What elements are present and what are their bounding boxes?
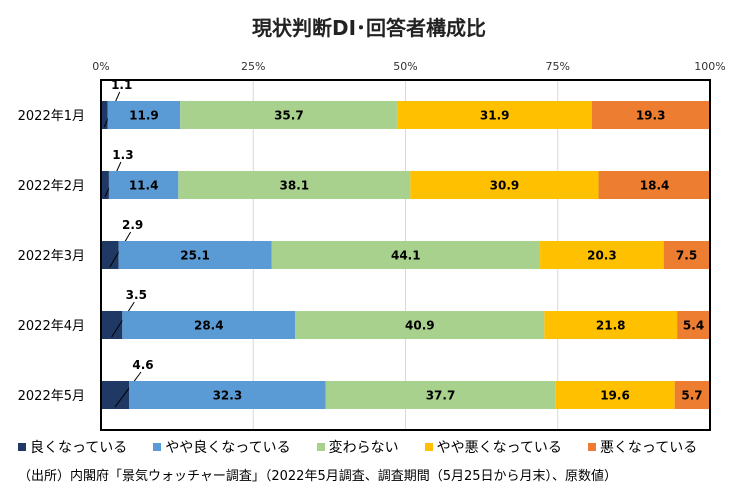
chart-title: 現状判断DI･回答者構成比 [251,16,487,40]
legend: 良くなっている やや良くなっている 変わらない やや悪くなっている 悪くなっている [18,437,718,457]
bar-segment [674,381,710,409]
legend-item: 悪くなっている [587,437,698,457]
leader-line [114,371,142,408]
bar-segment [122,311,296,339]
data-label: 30.9 [490,179,520,193]
data-label: 2.9 [122,218,143,232]
legend-item: 良くなっている [18,437,127,457]
x-tick-label: 25% [241,60,265,73]
data-label: 11.9 [129,109,159,123]
bar-segment [180,101,398,129]
data-label: 7.5 [676,249,697,263]
bar-segment [107,101,181,129]
data-label: 4.6 [132,358,153,372]
data-label: 1.3 [112,148,133,162]
category-label: 2022年2月 [18,179,85,194]
bar-segment [295,311,545,339]
x-tick-label: 50% [393,60,417,73]
data-label: 18.4 [640,179,670,193]
data-label: 25.1 [180,249,210,263]
category-label: 2022年1月 [18,109,85,124]
bar-segment [108,171,179,199]
bar-segment [544,311,678,339]
bar-segment [178,171,411,199]
bar-segment [101,381,130,409]
bar-segment [129,381,326,409]
data-label: 19.6 [600,389,630,403]
source-note: （出所）内閣府「景気ウォッチャー調査」（2022年5月調査、調査期間（5月25日… [18,469,618,484]
legend-item: やや悪くなっている [424,437,562,457]
data-label: 19.3 [636,109,666,123]
data-label: 40.9 [405,319,435,333]
bar-segment [271,241,541,269]
category-label: 2022年4月 [18,319,85,334]
category-label: 2022年3月 [18,249,85,264]
data-label: 31.9 [480,109,510,123]
category-label: 2022年5月 [18,389,85,404]
bar-segment [677,311,710,339]
data-label: 5.4 [683,319,704,333]
x-tick-label: 75% [546,60,570,73]
legend-item: 変わらない [316,437,399,457]
x-tick-label: 0% [92,60,109,73]
bar-segment [101,171,109,199]
data-label: 38.1 [280,179,310,193]
legend-label: 良くなっている [30,440,128,456]
bar-segment [598,171,711,199]
legend-label: やや良くなっている [165,440,291,456]
legend-swatch [587,443,596,451]
data-label: 35.7 [274,109,304,123]
data-label: 21.8 [596,319,626,333]
legend-label: 悪くなっている [599,440,698,456]
data-label: 32.3 [213,389,243,403]
legend-swatch [153,443,162,451]
legend-swatch [316,443,325,451]
data-label: 1.1 [111,78,132,92]
data-label: 44.1 [391,249,421,263]
bar-segment [555,381,675,409]
bar-segment [325,381,556,409]
legend-swatch [424,443,433,451]
bar-segment [101,241,119,269]
bar-segment [101,311,123,339]
legend-label: 変わらない [328,440,399,456]
data-label: 11.4 [129,179,159,193]
bar-segment [397,101,592,129]
bar-segment [101,101,108,129]
legend-swatch [18,443,26,451]
bar-segment [663,241,710,269]
data-label: 5.7 [681,389,702,403]
bar-segment [410,171,599,199]
plot-border [100,79,711,431]
data-label: 37.7 [426,389,456,403]
bar-segment [591,101,710,129]
data-label: 28.4 [194,319,224,333]
x-tick-label: 100% [694,60,725,73]
data-label: 20.3 [587,249,617,263]
bar-segment [540,241,664,269]
bar-segment [118,241,272,269]
legend-item: やや良くなっている [153,437,291,457]
legend-label: やや悪くなっている [436,440,562,456]
data-label: 3.5 [126,288,147,302]
